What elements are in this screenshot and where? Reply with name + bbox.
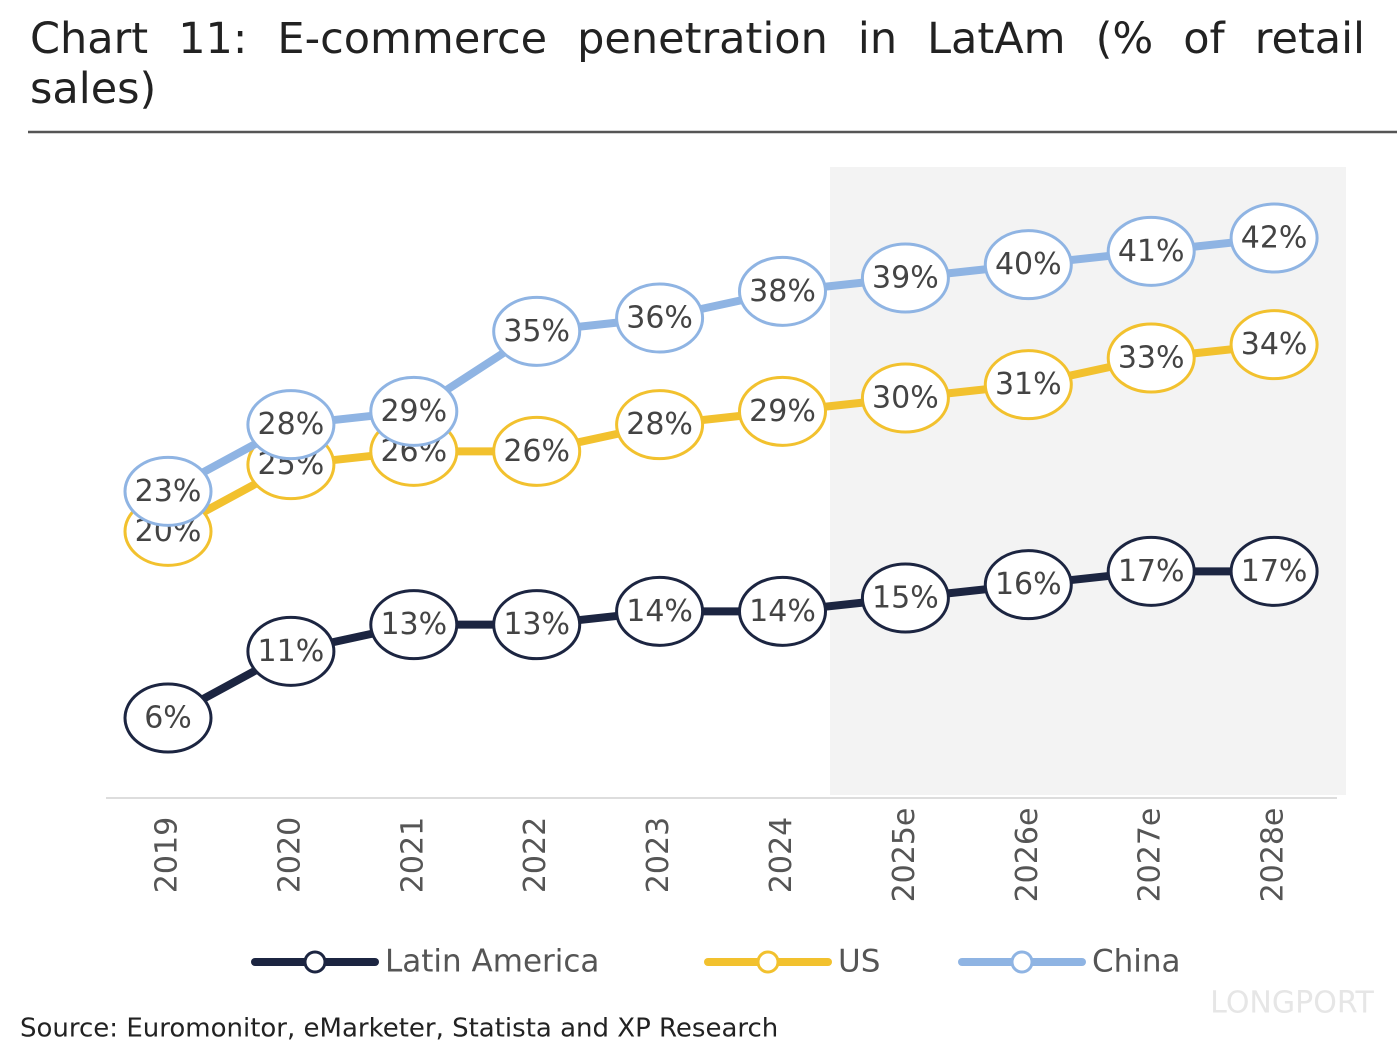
value-label: 29%: [380, 394, 447, 429]
legend-label: US: [838, 944, 880, 980]
value-label: 14%: [626, 594, 693, 629]
point-marker: [1229, 309, 1319, 381]
series-line: [166, 234, 1275, 495]
value-label: 41%: [1118, 234, 1185, 269]
value-label: 13%: [380, 607, 447, 642]
series-line: [166, 340, 1275, 535]
legend-label: Latin America: [385, 944, 599, 980]
value-label: 15%: [872, 581, 939, 616]
point-marker: [983, 349, 1073, 421]
point-marker: [615, 575, 705, 647]
point-marker: [369, 375, 459, 447]
value-label: 33%: [1118, 341, 1185, 376]
value-label: 40%: [995, 247, 1062, 282]
value-label: 11%: [258, 634, 325, 669]
point-marker: [369, 589, 459, 661]
point-marker: [860, 242, 950, 314]
x-tick-label: 2028e: [1256, 808, 1291, 903]
source: Source: Euromonitor, eMarketer, Statista…: [20, 1014, 778, 1043]
value-label: 17%: [1241, 554, 1308, 589]
point-marker: [1229, 202, 1319, 274]
value-label: 31%: [995, 367, 1062, 402]
point-marker: [860, 362, 950, 434]
point-marker: [246, 615, 336, 687]
legend-marker: [756, 950, 780, 974]
value-label: 6%: [144, 701, 192, 736]
x-tick-label: 2023: [641, 817, 676, 893]
value-label: 29%: [749, 394, 816, 429]
chart-title: Chart 11: E-commerce penetration in LatA…: [30, 14, 1365, 114]
value-label: 14%: [749, 594, 816, 629]
legend-marker: [303, 950, 327, 974]
value-label: 26%: [503, 434, 570, 469]
value-label: 28%: [626, 407, 693, 442]
value-label: 42%: [1241, 221, 1308, 256]
value-label: 36%: [626, 301, 693, 336]
point-marker: [738, 575, 827, 647]
value-label: 34%: [1241, 327, 1308, 362]
point-marker: [615, 389, 705, 461]
point-marker: [1106, 322, 1196, 394]
point-marker: [123, 455, 213, 527]
value-label: 38%: [749, 274, 816, 309]
point-marker: [860, 562, 950, 634]
x-tick-label: 2027e: [1133, 808, 1168, 903]
watermark: LONGPORT: [1210, 986, 1374, 1021]
point-marker: [492, 589, 582, 661]
point-marker: [1106, 215, 1196, 287]
x-tick-label: 2019: [150, 817, 185, 893]
point-marker: [1229, 535, 1319, 607]
point-marker: [492, 295, 582, 367]
x-tick-label: 2021: [395, 817, 430, 893]
x-tick-label: 2020: [272, 817, 307, 893]
x-tick-label: 2022: [518, 817, 553, 893]
point-marker: [492, 415, 582, 487]
point-marker: [983, 549, 1073, 621]
x-tick-label: 2025e: [887, 808, 922, 903]
value-label: 30%: [872, 381, 939, 416]
point-marker: [615, 282, 705, 354]
x-tick-label: 2026e: [1010, 808, 1045, 903]
value-label: 16%: [995, 567, 1062, 602]
value-label: 35%: [503, 314, 570, 349]
value-label: 23%: [135, 474, 202, 509]
point-marker: [1106, 535, 1196, 607]
point-marker: [983, 229, 1073, 301]
point-marker: [246, 389, 336, 461]
x-tick-label: 2024: [764, 817, 799, 893]
value-label: 39%: [872, 261, 939, 296]
value-label: 28%: [258, 407, 325, 442]
series-line: [166, 567, 1275, 722]
legend-marker: [1010, 950, 1034, 974]
value-label: 17%: [1118, 554, 1185, 589]
point-marker: [123, 682, 213, 754]
point-marker: [738, 375, 827, 447]
value-label: 13%: [503, 607, 570, 642]
legend-label: China: [1092, 944, 1181, 980]
point-marker: [738, 255, 827, 327]
